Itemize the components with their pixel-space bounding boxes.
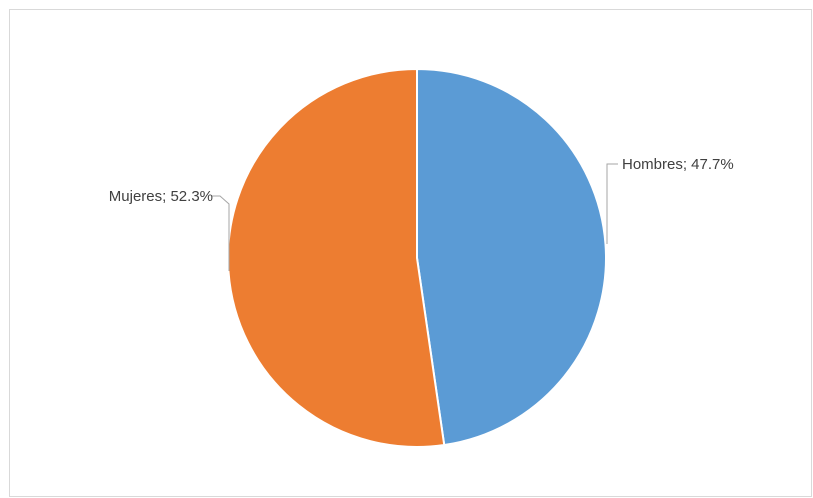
leader-line-hombres bbox=[606, 163, 618, 244]
pie-slice-mujeres bbox=[227, 67, 446, 448]
data-label-mujeres: Mujeres; 52.3% bbox=[109, 188, 213, 205]
leader-line-mujeres bbox=[212, 195, 230, 271]
pie-slice-hombres bbox=[416, 67, 607, 447]
data-label-hombres: Hombres; 47.7% bbox=[622, 156, 734, 173]
